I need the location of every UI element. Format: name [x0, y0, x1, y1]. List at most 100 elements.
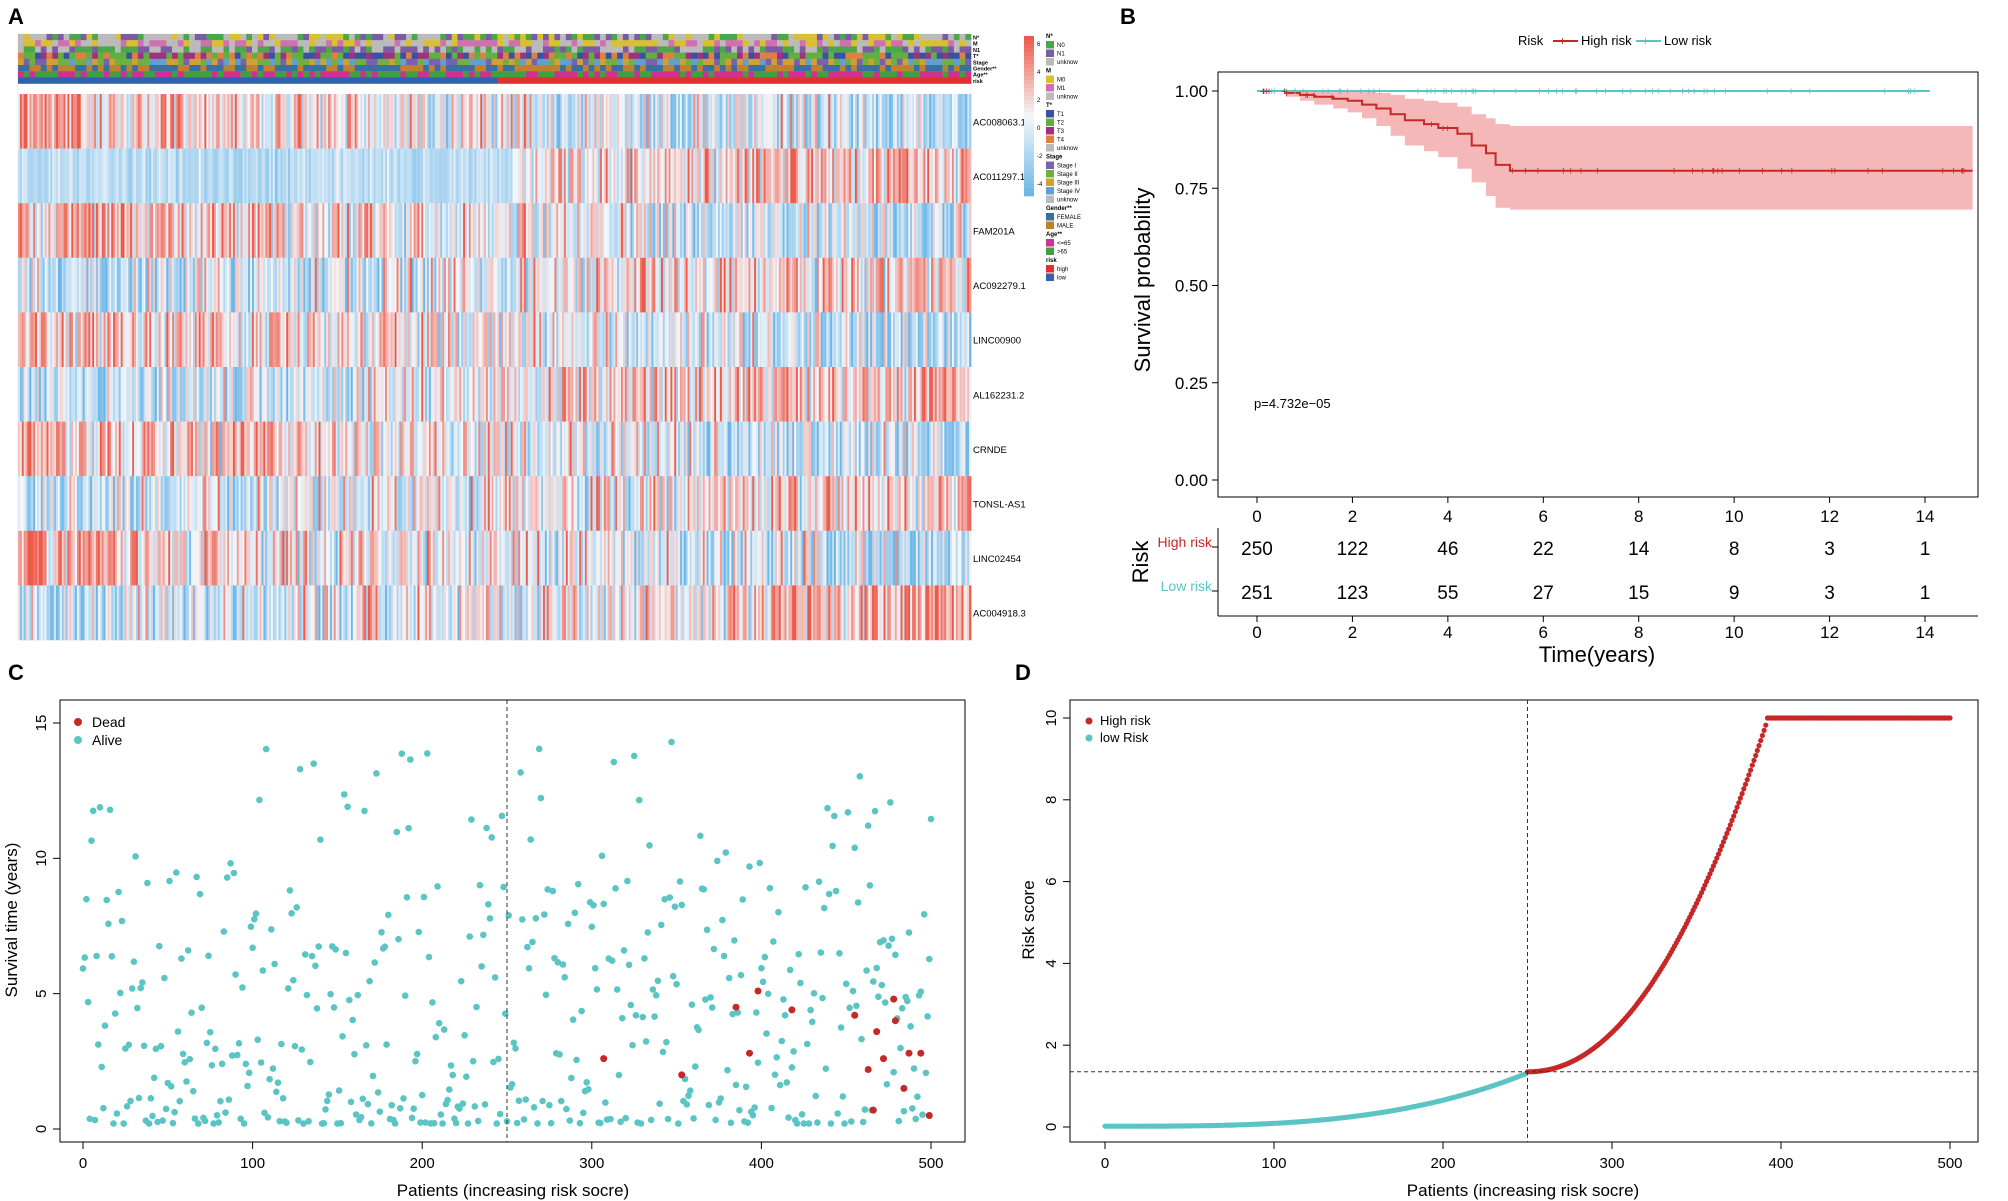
heatmap-cell	[499, 94, 502, 149]
heatmap-cell	[790, 312, 793, 368]
annotation-cell	[485, 40, 492, 47]
heatmap-cell	[251, 421, 255, 477]
heatmap-cell	[687, 148, 690, 204]
heatmap-cell	[834, 257, 837, 313]
heatmap-cell	[727, 312, 730, 368]
heatmap-cell	[522, 421, 525, 477]
heatmap-cell	[177, 476, 181, 531]
heatmap-cell	[42, 312, 45, 368]
heatmap-cell	[299, 148, 302, 204]
heatmap-cell	[881, 312, 884, 368]
heatmap-cell	[164, 312, 167, 368]
annotation-cell	[697, 71, 704, 78]
heatmap-cell	[723, 257, 726, 313]
heatmap-cell	[290, 476, 293, 531]
heatmap-cell	[105, 421, 108, 477]
annotation-cell	[531, 46, 538, 53]
heatmap-cell	[839, 421, 842, 477]
heatmap-cell	[337, 367, 340, 422]
heatmap-cell	[613, 421, 616, 477]
heatmap-cell	[809, 257, 812, 313]
heatmap-cell	[173, 257, 177, 313]
heatmap-cell	[737, 367, 740, 422]
heatmap-cell	[603, 367, 607, 422]
annotation-cell	[137, 40, 144, 47]
heatmap-cell	[73, 203, 76, 258]
heatmap-cell	[936, 203, 940, 258]
heatmap-cell	[529, 367, 532, 422]
heatmap-cell	[297, 94, 300, 149]
heatmap-cell	[400, 257, 403, 313]
heatmap-cell	[706, 94, 709, 149]
annotation-cell	[925, 71, 932, 78]
heatmap-cell	[761, 312, 765, 368]
heatmap-cell	[455, 367, 458, 422]
heatmap-cell	[48, 421, 51, 477]
annotation-cell	[52, 40, 59, 47]
heatmap-cell	[740, 203, 744, 258]
heatmap-cell	[88, 421, 91, 477]
annotation-cell	[617, 34, 624, 41]
annotation-cell	[662, 77, 669, 84]
annotation-cell	[737, 52, 744, 59]
heatmap-cell	[466, 148, 470, 204]
annotation-cell	[622, 40, 629, 47]
heatmap-cell	[605, 312, 609, 368]
heatmap-cell	[80, 312, 84, 368]
heatmap-cell	[670, 257, 673, 313]
heatmap-cell	[672, 148, 675, 204]
annotation-cell	[217, 71, 224, 78]
annotation-cell	[891, 52, 898, 59]
heatmap-cell	[510, 367, 513, 422]
heatmap-cell	[476, 94, 479, 149]
annotation-cell	[537, 52, 544, 59]
annotation-cell	[177, 46, 184, 53]
annotation-cell	[896, 65, 903, 72]
heatmap-cell	[797, 203, 801, 258]
heatmap-cell	[179, 367, 182, 422]
annotation-cell	[303, 65, 310, 72]
heatmap-cell	[775, 203, 778, 258]
heatmap-cell	[761, 203, 765, 258]
heatmap-cell	[229, 367, 232, 422]
annotation-cell	[109, 77, 116, 84]
heatmap-cell	[284, 367, 287, 422]
heatmap-cell	[910, 148, 913, 204]
heatmap-cell	[925, 203, 928, 258]
heatmap-cell	[535, 367, 538, 422]
heatmap-cell	[236, 203, 239, 258]
heatmap-cell	[84, 203, 87, 258]
heatmap-cell	[649, 94, 652, 149]
heatmap-cell	[76, 257, 80, 313]
heatmap-cell	[290, 148, 293, 204]
heatmap-cell	[455, 148, 458, 204]
heatmap-cell	[765, 312, 768, 368]
heatmap-cell	[430, 94, 434, 149]
annotation-cell	[86, 52, 93, 59]
annotation-cell	[463, 77, 470, 84]
annotation-cell	[605, 58, 612, 66]
heatmap-cell	[893, 203, 896, 258]
annotation-cell	[120, 58, 127, 66]
heatmap-cell	[879, 94, 882, 149]
heatmap-cell	[533, 312, 536, 368]
heatmap-cell	[670, 94, 673, 149]
heatmap-cell	[729, 367, 732, 422]
heatmap-cell	[729, 257, 732, 313]
annotation-cell	[75, 58, 82, 66]
heatmap-cell	[813, 421, 816, 477]
annotation-cell	[480, 52, 487, 59]
annotation-cell	[354, 52, 361, 59]
heatmap-cell	[805, 94, 808, 149]
heatmap-cell	[472, 421, 475, 477]
annotation-cell	[428, 40, 435, 47]
heatmap-cell	[679, 421, 683, 477]
heatmap-cell	[223, 367, 226, 422]
annotation-cell	[383, 46, 390, 53]
heatmap-cell	[653, 257, 656, 313]
annotation-cell	[480, 34, 487, 41]
annotation-cell	[622, 34, 629, 41]
heatmap-cell	[499, 312, 502, 368]
heatmap-cell	[961, 203, 964, 258]
heatmap-cell	[426, 148, 430, 204]
